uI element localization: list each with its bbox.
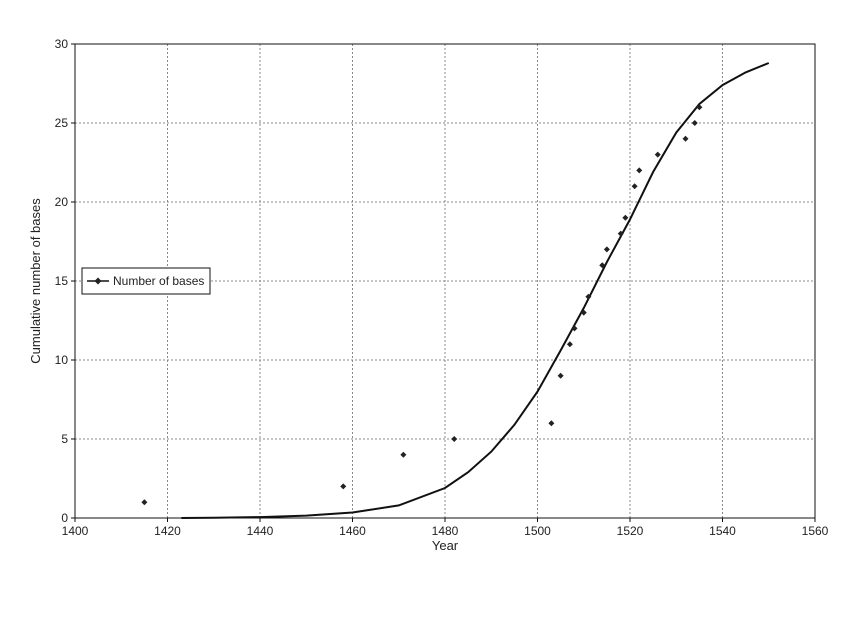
data-point: [603, 246, 610, 253]
data-point: [599, 262, 606, 269]
x-axis-label: Year: [432, 538, 459, 553]
legend-marker-icon: [94, 277, 102, 285]
data-point: [617, 230, 624, 237]
x-tick-label-2: 1440: [247, 524, 274, 538]
fitted-curve-series: [181, 62, 770, 519]
data-point: [451, 436, 458, 442]
x-axis-ticks: 1400 1420 1440 1460 1480 1500 1520 1540 1560: [62, 518, 829, 538]
y-tick-label-4: 20: [55, 195, 69, 209]
data-point: [696, 104, 703, 111]
y-tick-label-5: 25: [55, 116, 69, 130]
legend: Number of bases: [81, 267, 211, 295]
data-point: [636, 167, 643, 174]
x-tick-label-8: 1560: [802, 524, 829, 538]
y-tick-label-3: 15: [55, 274, 69, 288]
y-axis-ticks: 0 5 10 15 20 25 30: [55, 37, 75, 525]
data-point: [400, 451, 407, 458]
x-tick-label-1: 1420: [154, 524, 181, 538]
data-point: [548, 420, 555, 427]
data-point: [682, 135, 689, 142]
data-point: [631, 183, 638, 190]
data-points-series: [141, 104, 703, 506]
x-tick-label-0: 1400: [62, 524, 89, 538]
data-point: [566, 341, 573, 348]
y-tick-label-1: 5: [61, 432, 68, 446]
x-tick-label-3: 1460: [339, 524, 366, 538]
y-tick-label-0: 0: [61, 511, 68, 525]
x-tick-label-4: 1480: [432, 524, 459, 538]
grid: [75, 44, 815, 518]
data-point: [141, 499, 148, 506]
y-tick-label-2: 10: [55, 353, 69, 367]
legend-label: Number of bases: [113, 274, 204, 288]
data-point: [585, 293, 592, 300]
data-point: [340, 483, 347, 490]
data-point: [691, 120, 698, 126]
data-point: [580, 309, 587, 316]
y-tick-label-6: 30: [55, 37, 69, 51]
data-point: [654, 151, 661, 158]
y-axis-label: Cumulative number of bases: [28, 198, 43, 364]
fitted-curve-line: [181, 62, 770, 519]
data-point: [557, 372, 564, 379]
data-point: [571, 325, 578, 332]
x-tick-label-7: 1540: [709, 524, 736, 538]
x-tick-label-5: 1500: [524, 524, 551, 538]
data-point: [622, 214, 629, 221]
x-tick-label-6: 1520: [617, 524, 644, 538]
